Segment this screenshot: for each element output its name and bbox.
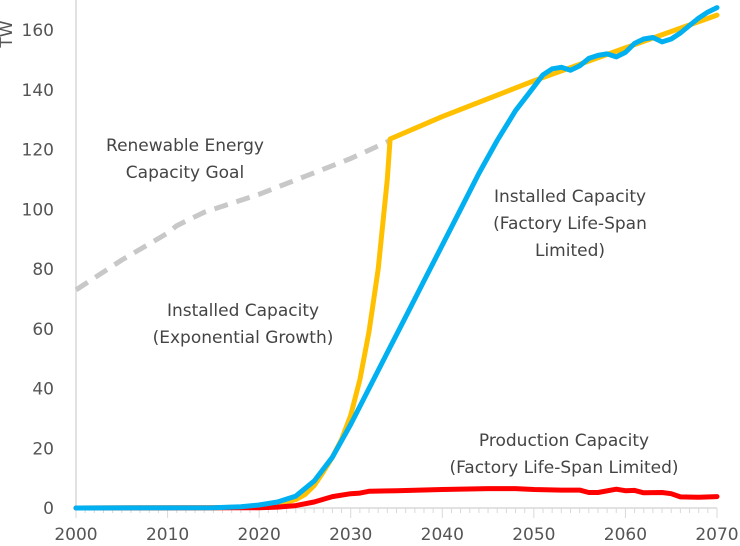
- series-line-installed-capacity-factory-life-span-limited: [73, 5, 720, 511]
- svg-text:Installed Capacity: Installed Capacity: [167, 301, 319, 321]
- svg-text:(Factory Life-Span: (Factory Life-Span: [493, 214, 647, 234]
- series-group: [73, 5, 720, 511]
- series-line-renewable-energy-capacity-goal: [74, 138, 392, 292]
- y-tick-label: 100: [22, 200, 54, 220]
- annotation-goal: Renewable Energy Capacity Goal: [106, 136, 264, 183]
- tick-labels: 2000 2010 2020 2030 2040 2050 2060 207002040608…: [22, 21, 739, 545]
- annotation-factory-installed: Installed Capacity (Factory Life-Span Li…: [493, 187, 647, 261]
- y-tick-label: 140: [22, 81, 54, 101]
- svg-text:Limited): Limited): [535, 241, 605, 261]
- y-tick-label: 40: [32, 380, 54, 400]
- x-tick-label: 2070: [695, 525, 738, 545]
- y-tick-label: 120: [22, 141, 54, 161]
- svg-text:(Exponential Growth): (Exponential Growth): [153, 328, 334, 348]
- series-line-production-capacity-factory-life-span-limited: [73, 486, 720, 511]
- svg-text:(Factory Life-Span Limited): (Factory Life-Span Limited): [449, 458, 678, 478]
- x-tick-label: 2020: [238, 525, 281, 545]
- x-tick-label: 2010: [146, 525, 189, 545]
- y-tick-label: 0: [43, 499, 54, 519]
- y-tick-label: 160: [22, 21, 54, 41]
- x-tick-label: 2040: [421, 525, 464, 545]
- y-axis-label: TW: [0, 20, 17, 48]
- svg-text:Renewable Energy: Renewable Energy: [106, 136, 264, 156]
- svg-text:Production Capacity: Production Capacity: [479, 431, 649, 451]
- svg-text:Capacity Goal: Capacity Goal: [126, 163, 244, 183]
- annotation-exponential: Installed Capacity (Exponential Growth): [153, 301, 334, 348]
- x-tick-label: 2050: [512, 525, 555, 545]
- y-tick-label: 80: [32, 260, 54, 280]
- x-tick-label: 2030: [329, 525, 372, 545]
- y-tick-label: 60: [32, 320, 54, 340]
- x-tick-label: 2060: [604, 525, 647, 545]
- x-tick-label: 2000: [54, 525, 97, 545]
- annotation-production: Production Capacity (Factory Life-Span L…: [449, 431, 678, 478]
- y-tick-label: 20: [32, 439, 54, 459]
- svg-text:Installed Capacity: Installed Capacity: [494, 187, 646, 207]
